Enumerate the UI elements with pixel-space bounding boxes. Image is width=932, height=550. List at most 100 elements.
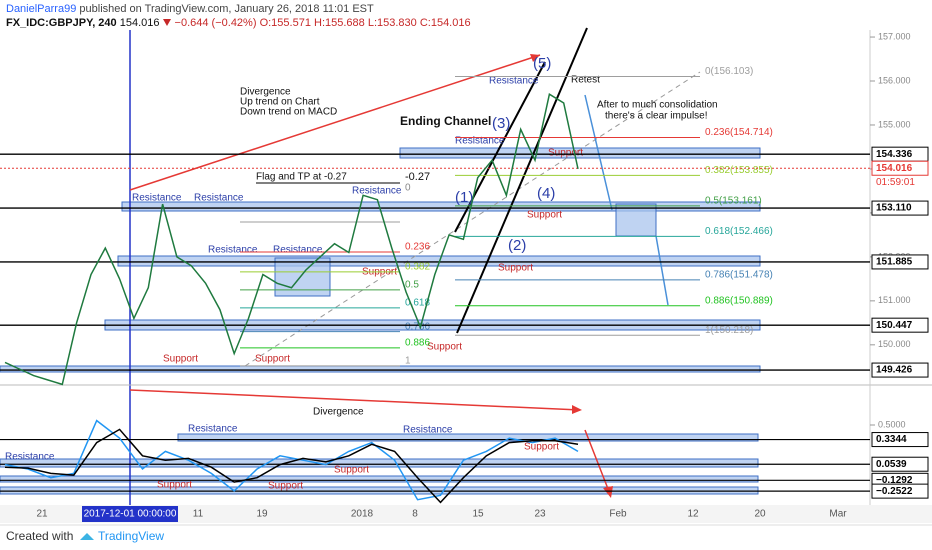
support-label: Support — [498, 263, 533, 274]
fib-label: 0.236(154.714) — [705, 127, 773, 138]
y-tick-label: 151.000 — [878, 295, 911, 305]
note: After to much consolidation — [597, 100, 718, 111]
price-tag-label: 0.3344 — [876, 434, 907, 445]
x-tick-label: 19 — [256, 509, 268, 520]
fib-label: 0(156.103) — [705, 66, 753, 77]
price-tag — [871, 456, 929, 472]
fib-label: 0.618(152.466) — [705, 226, 773, 237]
support-label: Support — [334, 465, 369, 476]
support-label: Support — [157, 480, 192, 491]
x-tick-label: 12 — [687, 509, 699, 520]
zone — [0, 486, 759, 495]
footer-created: Created with — [6, 529, 73, 543]
x-tick-label: 15 — [472, 509, 484, 520]
price-tag-label: 150.447 — [876, 320, 913, 331]
change: −0.644 (−0.42%) — [175, 17, 257, 29]
wave-label: (4) — [537, 185, 555, 202]
price-line — [4, 93, 579, 386]
x-tick-label: 8 — [412, 509, 418, 520]
fib-label: 0.236 — [405, 242, 430, 253]
arrow-head — [572, 405, 582, 414]
price-tag-label: −0.1292 — [876, 475, 913, 486]
note: Flag and TP at -0.27 — [256, 172, 347, 183]
arrow-head — [603, 486, 613, 498]
resistance-label: Resistance — [5, 452, 55, 463]
support-label: Support — [527, 210, 562, 221]
resistance-label: Resistance — [188, 424, 238, 435]
x-tick-label: 11 — [193, 509, 204, 520]
arrow-head — [530, 54, 540, 62]
projection-arrow — [584, 94, 613, 211]
fib-label: 1(150.218) — [705, 325, 753, 336]
trend-line — [244, 71, 701, 367]
fib-label: 0.886(150.889) — [705, 295, 773, 306]
note: 0 — [405, 183, 411, 194]
wave-label: (3) — [492, 115, 510, 132]
price-tag-label: 151.885 — [876, 257, 913, 268]
fib-label: 0.382(153.855) — [705, 165, 773, 176]
y-tick-label: 155.000 — [878, 119, 911, 129]
macd-line — [4, 419, 579, 501]
fib-label: 1 — [405, 356, 411, 367]
note: Up trend on Chart — [240, 97, 320, 108]
price-tag-label: 154.336 — [876, 149, 913, 160]
x-tick-label: 2017-12-01 00:00:00 — [84, 509, 177, 520]
time-highlight — [82, 506, 178, 522]
y-tick-label: 156.000 — [878, 75, 911, 85]
fib-label: 0.382 — [405, 261, 430, 272]
divergence-arrow — [129, 54, 541, 191]
price-tag-label: 153.110 — [876, 203, 912, 214]
zone — [177, 433, 759, 442]
support-label: Support — [255, 354, 290, 365]
logo — [80, 533, 94, 540]
projection-box — [615, 203, 657, 237]
y2-tick-label: 0.5000 — [878, 419, 906, 429]
time-axis-bg — [0, 505, 932, 523]
y-tick-label: 157.000 — [878, 31, 911, 41]
note: Divergence — [313, 407, 364, 418]
down-arrow — [584, 429, 611, 495]
price-tag-label: 149.426 — [876, 365, 913, 376]
resistance-label: Resistance — [208, 245, 258, 256]
price-tag-label: −0.2522 — [876, 486, 913, 497]
resistance-label: Resistance — [352, 186, 402, 197]
fib-label: 0.5(153.161) — [705, 195, 762, 206]
zone — [399, 147, 761, 159]
note: -0.27 — [405, 171, 430, 183]
open: O:155.571 — [260, 17, 311, 29]
note: Retest — [571, 75, 600, 86]
price-tag — [871, 254, 929, 270]
support-label: Support — [268, 481, 303, 492]
resistance-label: Resistance — [455, 136, 505, 147]
high: H:155.688 — [314, 17, 365, 29]
fib-label: 0.886 — [405, 338, 430, 349]
zone — [0, 458, 759, 468]
price: 154.016 — [120, 17, 160, 29]
x-tick-label: Mar — [829, 509, 847, 520]
header: DanielParra99 published on TradingView.c… — [6, 3, 374, 15]
resistance-label: Resistance — [403, 425, 453, 436]
published: published on TradingView.com, January 26… — [79, 3, 374, 15]
wave-label: (2) — [508, 237, 526, 254]
close: C:154.016 — [420, 17, 471, 29]
x-tick-label: Feb — [609, 509, 627, 520]
zone — [121, 201, 761, 212]
zone — [0, 365, 761, 373]
countdown: 01:59:01 — [876, 177, 915, 188]
low: L:153.830 — [368, 17, 417, 29]
fib-label: 0.5 — [405, 280, 419, 291]
y-tick-label: 150.000 — [878, 339, 911, 349]
author: DanielParra99 — [6, 3, 76, 15]
x-tick-label: 2018 — [351, 509, 374, 520]
x-tick-label: 23 — [534, 509, 546, 520]
divergence-arrow — [129, 389, 581, 411]
footer-brand: TradingView — [98, 529, 164, 543]
macd-line — [4, 428, 579, 504]
price-tag — [871, 483, 929, 499]
channel-line — [456, 27, 588, 334]
fib-label: 0.786 — [405, 321, 430, 332]
resistance-label: Resistance — [132, 193, 182, 204]
channel-line — [454, 61, 546, 233]
fib-label: 0.618 — [405, 298, 430, 309]
